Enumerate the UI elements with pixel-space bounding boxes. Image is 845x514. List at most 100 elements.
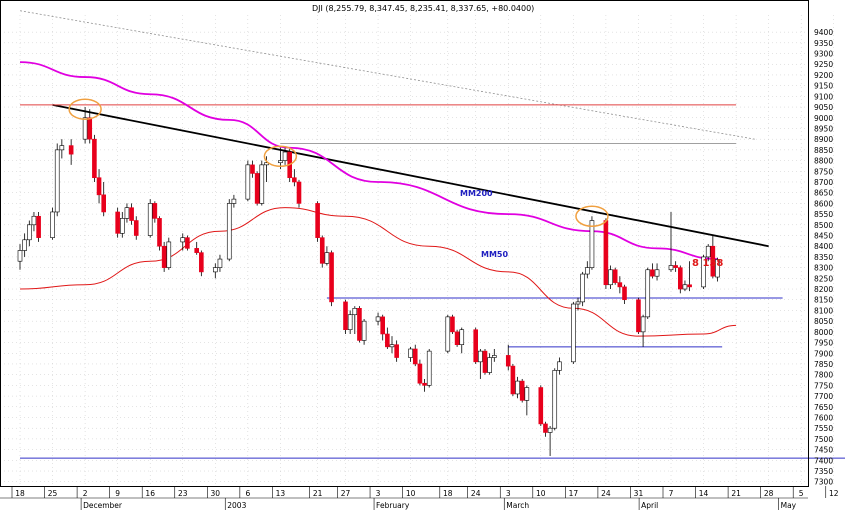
candle-up xyxy=(682,284,688,290)
x-tick-label: 10 xyxy=(536,489,546,498)
candle-down xyxy=(394,344,399,358)
annotations xyxy=(68,98,609,227)
y-tick-label: 7650 xyxy=(814,403,833,412)
month-label: May xyxy=(781,501,797,510)
month-label: February xyxy=(376,501,410,510)
candle-up xyxy=(459,329,465,345)
moving-averages xyxy=(19,61,737,337)
x-tick-label: 24 xyxy=(471,489,481,498)
candle-down xyxy=(185,237,190,249)
mm50-line xyxy=(19,207,737,337)
x-tick-label: 14 xyxy=(699,489,709,498)
y-tick-label: 8950 xyxy=(814,124,833,133)
candle-down xyxy=(505,355,511,367)
y-tick-label: 9150 xyxy=(814,82,833,91)
candle-up xyxy=(278,160,283,164)
support-level-label: 8 158 xyxy=(692,258,723,269)
x-tick-label: 5 xyxy=(799,489,804,498)
x-tick-label: 18 xyxy=(15,489,25,498)
highlight-circle xyxy=(575,205,609,227)
candle-up xyxy=(31,215,37,226)
x-tick-label: 25 xyxy=(48,489,58,498)
candle-down xyxy=(296,181,302,204)
candle-down xyxy=(157,218,162,247)
month-label: April xyxy=(641,501,658,510)
candle-down xyxy=(380,316,386,335)
y-tick-label: 7900 xyxy=(814,349,833,358)
candle-up xyxy=(547,427,553,433)
x-tick-label: 30 xyxy=(211,489,221,498)
candle-up xyxy=(584,267,590,275)
x-tick-label: 3 xyxy=(376,489,381,498)
candle-up xyxy=(640,316,646,333)
candle-up xyxy=(668,265,674,271)
candle-down xyxy=(115,211,120,234)
x-tick-label: 9 xyxy=(115,489,120,498)
x-tick-label: 18 xyxy=(443,489,453,498)
y-tick-label: 8450 xyxy=(814,232,833,241)
y-tick-label: 8500 xyxy=(814,221,833,230)
y-tick-label: 8100 xyxy=(814,306,833,315)
candle-up xyxy=(552,370,558,429)
y-tick-label: 8250 xyxy=(814,274,833,283)
candle-down xyxy=(454,331,460,346)
y-tick-label: 8300 xyxy=(814,264,833,273)
x-tick-label: 23 xyxy=(178,489,188,498)
candle-down xyxy=(254,173,260,204)
candle-up xyxy=(478,350,483,363)
candle-down xyxy=(68,145,74,155)
y-tick-label: 8750 xyxy=(814,167,833,176)
candle-down xyxy=(710,245,716,277)
x-tick-label: 21 xyxy=(731,489,741,498)
candle-down xyxy=(677,267,683,290)
candle-down xyxy=(133,220,139,236)
candle-down xyxy=(152,203,158,219)
candle-down xyxy=(612,269,618,283)
candle-down xyxy=(519,380,525,401)
candle-down xyxy=(194,248,199,253)
month-label: 2003 xyxy=(227,501,246,510)
candle-up xyxy=(389,344,395,348)
candle-down xyxy=(622,286,627,301)
candle-up xyxy=(375,316,381,322)
candle-up xyxy=(589,220,595,268)
candle-down xyxy=(250,164,255,174)
candle-up xyxy=(124,207,130,219)
y-tick-label: 8850 xyxy=(814,146,833,155)
plot-frame xyxy=(0,0,809,487)
candle-up xyxy=(17,250,23,262)
y-tick-label: 8900 xyxy=(814,135,833,144)
mm200-label: MM200 xyxy=(460,189,493,198)
candle-down xyxy=(161,245,167,268)
candles xyxy=(17,107,720,457)
x-tick-label: 6 xyxy=(245,489,250,498)
y-tick-label: 8200 xyxy=(814,285,833,294)
x-tick-label: 13 xyxy=(276,489,286,498)
candle-up xyxy=(515,380,520,395)
candle-down xyxy=(92,138,97,179)
candle-up xyxy=(426,350,432,386)
y-tick-label: 9100 xyxy=(814,92,833,101)
candle-down xyxy=(129,207,134,221)
candle-up xyxy=(524,387,530,401)
x-tick-label: 12 xyxy=(829,489,839,498)
y-tick-label: 8350 xyxy=(814,253,833,262)
candle-up xyxy=(226,203,232,260)
candle-down xyxy=(343,301,348,331)
y-tick-label: 8550 xyxy=(814,210,833,219)
candle-down xyxy=(36,215,41,238)
reference-lines xyxy=(19,10,845,459)
y-tick-label: 8150 xyxy=(814,296,833,305)
candle-up xyxy=(645,269,651,318)
x-tick-label: 17 xyxy=(569,489,579,498)
candle-up xyxy=(352,308,358,316)
candle-up xyxy=(557,361,562,371)
candle-up xyxy=(608,269,613,286)
highlight-circle xyxy=(68,98,102,120)
y-tick-label: 7850 xyxy=(814,360,833,369)
y-tick-label: 7700 xyxy=(814,392,833,401)
candle-up xyxy=(445,316,451,352)
grid xyxy=(0,15,834,486)
